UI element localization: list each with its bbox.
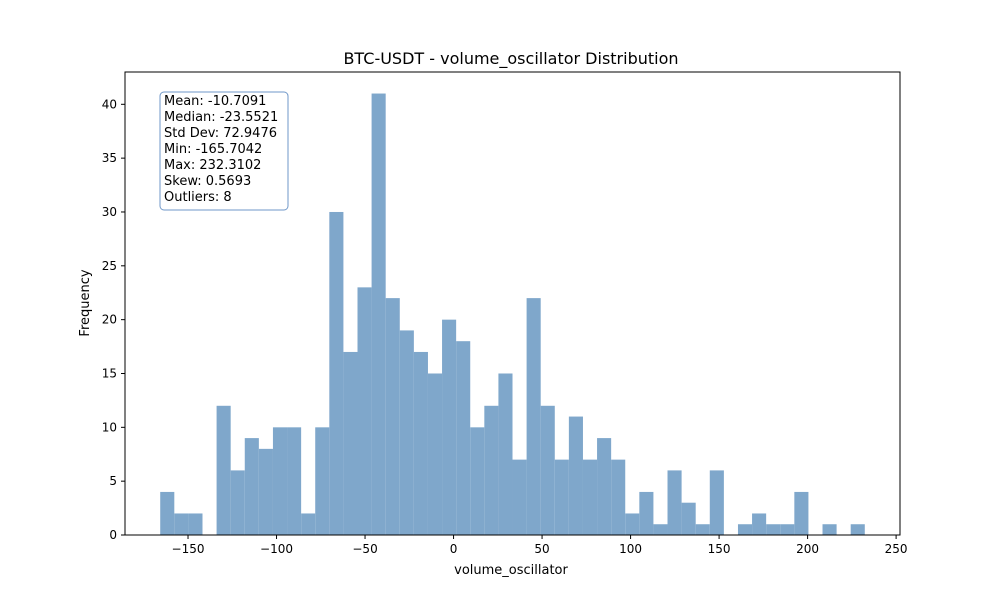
histogram-bar	[287, 427, 302, 535]
y-tick-label: 20	[102, 313, 117, 327]
histogram-bar	[653, 524, 668, 535]
histogram-bar	[315, 427, 330, 535]
y-tick-label: 5	[109, 474, 117, 488]
histogram-bar	[822, 524, 837, 535]
histogram-bar	[329, 211, 344, 535]
stats-line-outliers: Outliers: 8	[164, 190, 232, 205]
histogram-bar	[737, 524, 753, 535]
histogram-bar	[357, 287, 372, 535]
bars-layer	[160, 93, 865, 535]
x-axis-ticks: −150 −100 −50 0 50 100 150 200 250	[172, 535, 908, 556]
stats-line-median: Median: -23.5521	[164, 110, 278, 125]
histogram-bar	[639, 491, 654, 535]
histogram-bar	[625, 513, 640, 535]
histogram-bar	[681, 502, 696, 535]
histogram-bar	[667, 470, 682, 535]
histogram-bar	[498, 373, 513, 535]
histogram-bar	[160, 491, 175, 535]
x-axis-label: volume_oscillator	[454, 563, 568, 578]
histogram-bar	[272, 427, 288, 535]
histogram-bar	[470, 427, 485, 535]
histogram-bar	[442, 319, 457, 535]
x-tick-label: −50	[352, 542, 377, 556]
stats-line-std-dev: Std Dev: 72.9476	[164, 126, 277, 141]
x-tick-label: 50	[534, 542, 549, 556]
histogram-bar	[427, 373, 443, 535]
histogram-bar	[484, 405, 499, 535]
histogram-bar	[540, 405, 555, 535]
y-axis-ticks: 0 5 10 15 20 25 30 35 40	[102, 97, 125, 542]
histogram-bar	[766, 524, 781, 535]
x-tick-label: −100	[260, 542, 293, 556]
stats-line-mean: Mean: -10.7091	[164, 94, 266, 109]
histogram-bar	[780, 524, 795, 535]
histogram-bar	[752, 513, 767, 535]
histogram-bar	[385, 298, 400, 535]
histogram-bar	[582, 459, 598, 535]
y-axis-label: Frequency	[78, 269, 93, 336]
y-tick-label: 0	[109, 528, 117, 542]
histogram-bar	[399, 330, 414, 535]
histogram-bar	[695, 524, 710, 535]
stats-line-min: Min: -165.7042	[164, 142, 262, 157]
histogram-bar	[850, 524, 865, 535]
y-tick-label: 40	[102, 97, 117, 111]
histogram-bar	[794, 491, 809, 535]
stats-line-max: Max: 232.3102	[164, 158, 261, 173]
histogram-bar	[526, 298, 541, 535]
histogram-bar	[456, 341, 471, 535]
histogram-bar	[709, 470, 724, 535]
x-tick-label: 100	[619, 542, 642, 556]
plot-frame	[124, 71, 901, 536]
histogram-bar	[188, 513, 203, 535]
y-tick-label: 25	[102, 259, 117, 273]
histogram-bar	[611, 459, 626, 535]
y-tick-label: 15	[102, 366, 117, 380]
histogram-bar	[568, 416, 583, 535]
stats-box: Mean: -10.7091 Median: -23.5521 Std Dev:…	[159, 91, 289, 211]
stats-box-frame	[159, 91, 289, 211]
histogram-bar	[371, 93, 386, 535]
histogram-bar	[301, 513, 316, 535]
y-tick-label: 30	[102, 205, 117, 219]
x-tick-label: 0	[450, 542, 458, 556]
x-tick-label: 150	[708, 542, 731, 556]
histogram-bar	[597, 438, 612, 535]
x-tick-label: 250	[885, 542, 908, 556]
histogram-bar	[230, 470, 245, 535]
y-tick-label: 35	[102, 151, 117, 165]
x-tick-label: −150	[172, 542, 205, 556]
stats-line-skew: Skew: 0.5693	[164, 174, 251, 189]
histogram-bar	[244, 438, 259, 535]
x-tick-label: 200	[796, 542, 819, 556]
histogram-bar	[413, 351, 428, 535]
histogram-bar	[216, 405, 231, 535]
y-tick-label: 10	[102, 420, 117, 434]
histogram-bar	[174, 513, 189, 535]
histogram-bar	[554, 459, 569, 535]
histogram-bar	[343, 351, 358, 535]
histogram-bar	[258, 448, 273, 535]
chart-title: BTC-USDT - volume_oscillator Distributio…	[343, 49, 678, 69]
histogram-bar	[512, 459, 527, 535]
